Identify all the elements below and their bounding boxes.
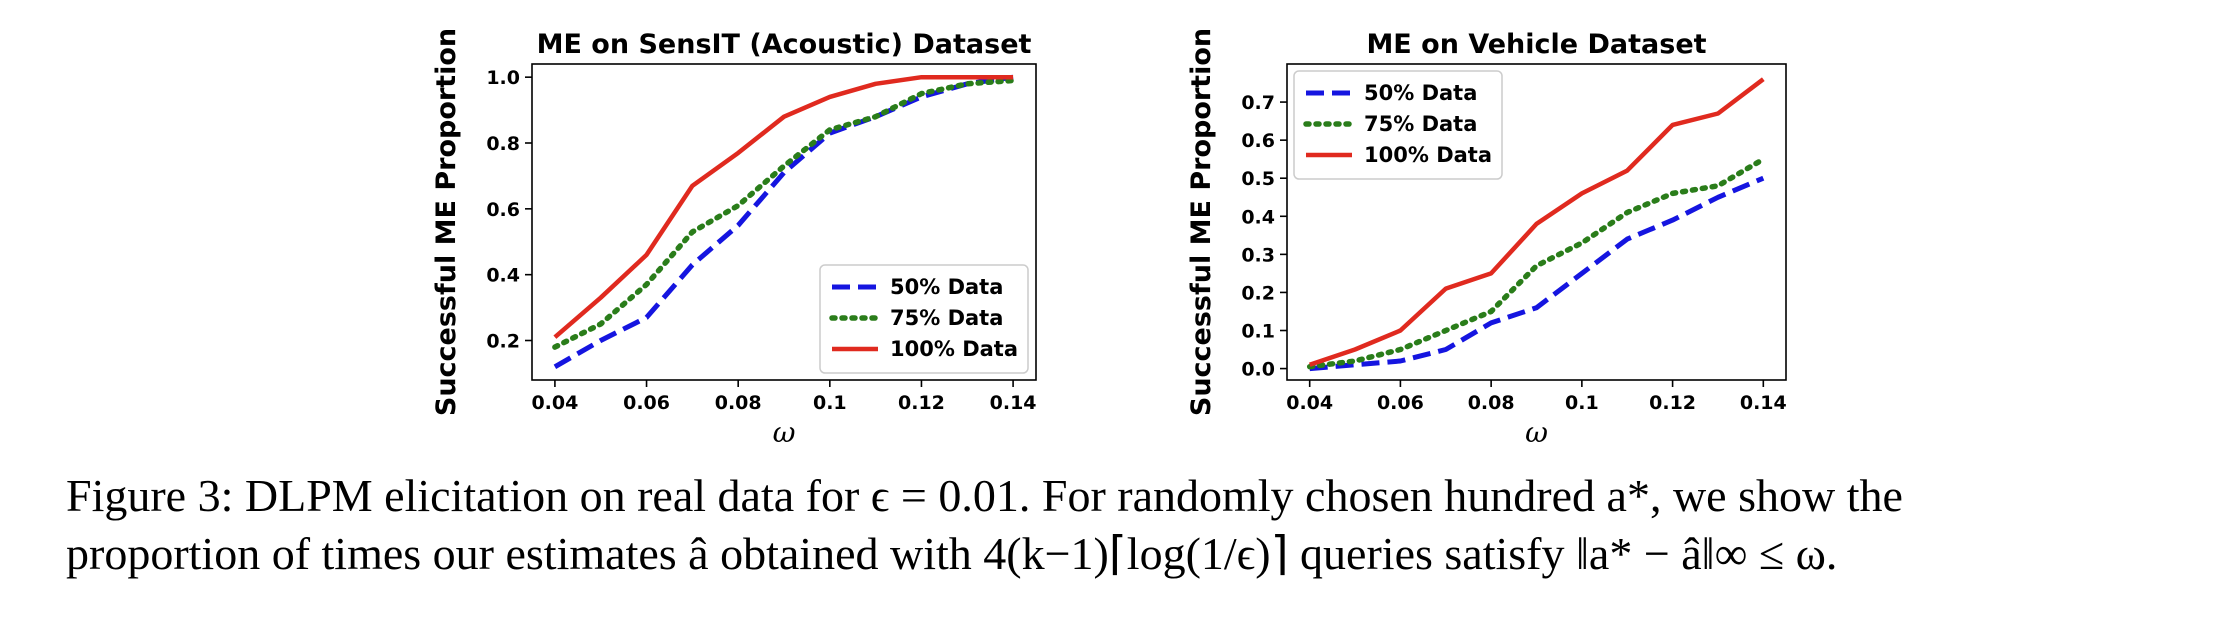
caption-line-2: proportion of times our estimates â obta… [66,528,1838,579]
legend-label: 100% Data [890,337,1018,361]
y-tick-label: 0.4 [486,265,520,287]
y-axis-label: Successful ME Proportion [431,28,462,416]
y-tick-label: 0.6 [1241,130,1275,152]
y-tick-label: 0.3 [1241,244,1275,266]
figure: ME on SensIT (Acoustic) Dataset 0.04 0.06 0… [431,28,1787,449]
x-tick-label: 0.12 [1649,392,1696,414]
chart-title: ME on SensIT (Acoustic) Dataset [537,29,1032,60]
y-tick-label: 0.5 [1241,168,1275,190]
y-tick-label: 0.8 [486,133,520,155]
series-line-100data [1308,77,1765,367]
x-tick-label: 0.04 [1286,392,1333,414]
x-tick-label: 0.08 [715,392,762,414]
legend: 50% Data 75% Data 100% Data [819,264,1029,374]
caption-line-1: Figure 3: DLPM elicitation on real data … [66,470,1903,521]
series-line-50data [553,74,1014,369]
x-tick-label: 0.12 [898,392,945,414]
y-tick-label: 0.2 [486,331,520,353]
plot-frame [531,63,1037,381]
legend: 50% Data 75% Data 100% Data [1293,70,1503,180]
y-tick-label: 0.2 [1241,282,1275,304]
chart-title: ME on Vehicle Dataset [1366,29,1706,60]
legend-box [1293,70,1503,180]
x-tick-label: 0.08 [1468,392,1515,414]
y-axis-label: Successful ME Proportion [1186,28,1217,416]
x-tick-label: 0.1 [1565,392,1599,414]
figure-caption: Figure 3: DLPM elicitation on real data … [66,467,2196,583]
x-tick-label: 0.06 [1377,392,1424,414]
y-tick-label: 0.7 [1241,92,1275,114]
legend-label: 75% Data [890,306,1003,330]
x-tick-label: 0.04 [531,392,578,414]
x-tick-label: 0.1 [813,392,847,414]
legend-label: 50% Data [890,275,1003,299]
y-tick-label: 0.6 [486,199,520,221]
x-tick-label: 0.14 [990,392,1037,414]
y-tick-label: 0.0 [1241,359,1275,381]
legend-label: 100% Data [1364,143,1492,167]
series-line-100data [553,74,1014,339]
series-line-50data [1309,175,1765,372]
x-axis-label: ω [773,416,796,449]
series-line-75data [552,77,1016,350]
x-tick-label: 0.06 [623,392,670,414]
y-tick-label: 1.0 [486,67,520,89]
chart-sensit: ME on SensIT (Acoustic) Dataset 0.04 0.06 0… [431,28,1037,449]
y-tick-label: 0.1 [1241,321,1275,343]
x-tick-label: 0.14 [1740,392,1787,414]
legend-label: 50% Data [1364,81,1477,105]
x-axis-label: ω [1525,416,1548,449]
plot-frame [1286,63,1787,381]
y-tick-label: 0.4 [1241,206,1275,228]
series-line-75data [1306,156,1767,370]
chart-vehicle: ME on Vehicle Dataset 0.04 0.06 0.08 0.1 0.12… [1186,28,1787,449]
legend-label: 75% Data [1364,112,1477,136]
legend-box [819,264,1029,374]
